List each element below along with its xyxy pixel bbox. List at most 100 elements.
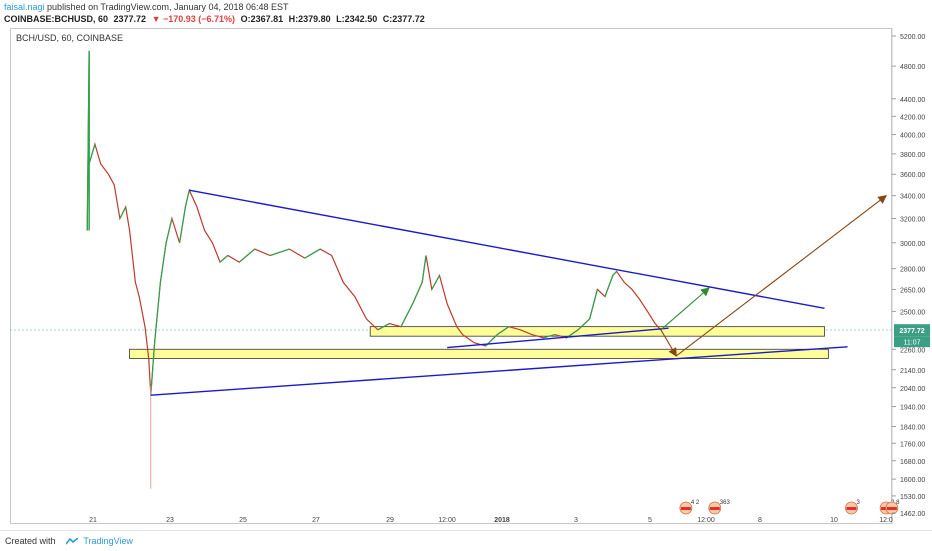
up-segment <box>589 289 598 320</box>
up-segment <box>159 242 167 283</box>
up-segment <box>577 318 591 331</box>
up-segment <box>219 255 229 263</box>
up-segment <box>88 143 96 165</box>
event-stripe <box>680 507 691 510</box>
y-tick-label: 2800.00 <box>900 267 925 274</box>
x-tick-label: 12:0 <box>879 517 893 524</box>
close-value: C:2377.72 <box>382 14 425 24</box>
y-tick-label: 3000.00 <box>900 241 925 248</box>
countdown-tag <box>894 336 930 348</box>
x-tick-label: 3 <box>574 517 578 524</box>
symbol-label: COINBASE:BCHUSD, 60 <box>4 14 109 24</box>
y-tick-label: 4800.00 <box>900 64 925 71</box>
x-tick-label: 29 <box>386 517 394 524</box>
y-tick-label: 1840.00 <box>900 425 925 432</box>
bearish-brown-arrow <box>660 329 677 357</box>
publish-info: faisal.nagi published on TradingView.com… <box>4 2 289 12</box>
up-segment <box>119 206 127 219</box>
tradingview-logo-icon <box>66 538 79 545</box>
ohlc-line: COINBASE:BCHUSD, 60 2377.72 ▼ −170.93 (−… <box>4 14 428 24</box>
up-segment <box>377 323 390 331</box>
x-tick-label: 2018 <box>494 517 510 524</box>
chart-legend-label: BCH/USD, 60, COINBASE <box>16 33 124 43</box>
y-tick-label: 2650.00 <box>900 287 925 294</box>
up-segment <box>154 282 161 343</box>
event-marker-icon: 4 2 <box>679 500 700 515</box>
x-tick-label: 27 <box>312 517 320 524</box>
y-tick-label: 3600.00 <box>900 172 925 179</box>
y-tick-label: 5200.00 <box>900 34 925 41</box>
y-tick-label: 4000.00 <box>900 133 925 140</box>
up-segment <box>184 190 190 208</box>
open-value: O:2367.81 <box>240 14 284 24</box>
x-tick-label: 10 <box>830 517 838 524</box>
footer: Created with TradingView <box>0 530 932 551</box>
event-stripe <box>709 507 720 510</box>
up-segment <box>150 342 156 396</box>
x-tick-label: 25 <box>239 517 247 524</box>
event-count: 3 <box>856 500 860 506</box>
up-segment <box>238 248 256 263</box>
up-segment <box>400 303 414 327</box>
x-tick-label: 23 <box>166 517 174 524</box>
up-segment <box>412 282 423 305</box>
publish-text: published on TradingView.com, January 04… <box>47 2 289 12</box>
up-segment <box>421 255 427 283</box>
y-tick-label: 2500.00 <box>900 309 925 316</box>
upper-support-zone <box>369 326 825 337</box>
author-link[interactable]: faisal.nagi <box>4 2 45 12</box>
event-marker-icon: 363 <box>708 500 731 515</box>
event-marker-icon <box>885 501 899 515</box>
x-tick-label: 21 <box>89 517 97 524</box>
up-segment <box>543 334 556 339</box>
up-segment <box>165 218 173 243</box>
footer-brand[interactable]: TradingView <box>83 536 133 546</box>
y-tick-label: 4200.00 <box>900 114 925 121</box>
event-stripe <box>886 507 897 510</box>
up-segment <box>269 248 290 257</box>
x-tick-label: 8 <box>758 517 762 524</box>
x-tick-label: 12:00 <box>438 517 456 524</box>
y-tick-label: 4400.00 <box>900 97 925 104</box>
price-change: ▼ −170.93 (−6.71%) <box>151 14 236 24</box>
y-tick-label: 2260.00 <box>900 347 925 354</box>
y-tick-label: 2140.00 <box>900 368 925 375</box>
y-tick-label: 1760.00 <box>900 441 925 448</box>
event-count: 363 <box>720 500 731 506</box>
up-segment <box>496 326 510 336</box>
up-segment <box>612 270 618 276</box>
last-price-tag-label: 2377.72 <box>899 328 924 335</box>
chart-header: faisal.nagi published on TradingView.com… <box>0 0 932 28</box>
x-tick-label: 5 <box>648 517 652 524</box>
y-tick-label: 3800.00 <box>900 152 925 159</box>
y-tick-label: 1940.00 <box>900 405 925 412</box>
up-segment <box>304 248 321 259</box>
y-tick-label: 1530.00 <box>900 494 925 501</box>
y-tick-label: 1600.00 <box>900 477 925 484</box>
last-price-tag <box>894 324 930 337</box>
event-marker-icon: 3 <box>845 500 860 515</box>
high-value: H:2379.80 <box>288 14 331 24</box>
lower-support-zone <box>129 348 829 359</box>
y-tick-label: 1680.00 <box>900 459 925 466</box>
y-tick-label: 1462.00 <box>900 511 925 518</box>
up-segment <box>431 275 441 290</box>
low-value: L:2342.50 <box>336 14 378 24</box>
bullish-green-arrow <box>660 287 710 331</box>
event-count: 4 2 <box>691 500 700 506</box>
bullish-brown-arrow <box>675 195 887 357</box>
inner-trendline <box>447 327 669 349</box>
up-segment <box>179 206 186 243</box>
y-tick-label: 3400.00 <box>900 194 925 201</box>
event-stripe <box>846 507 857 510</box>
footer-created-with: Created with <box>5 536 56 546</box>
y-tick-label: 3200.00 <box>900 217 925 224</box>
lower-trendline <box>150 346 848 396</box>
y-tick-label: 2040.00 <box>900 386 925 393</box>
countdown-tag-label: 11:07 <box>904 340 921 347</box>
up-segment <box>604 275 614 297</box>
upper-trendline <box>189 189 825 310</box>
x-tick-label: 12:00 <box>697 517 715 524</box>
last-price: 2377.72 <box>113 14 147 24</box>
